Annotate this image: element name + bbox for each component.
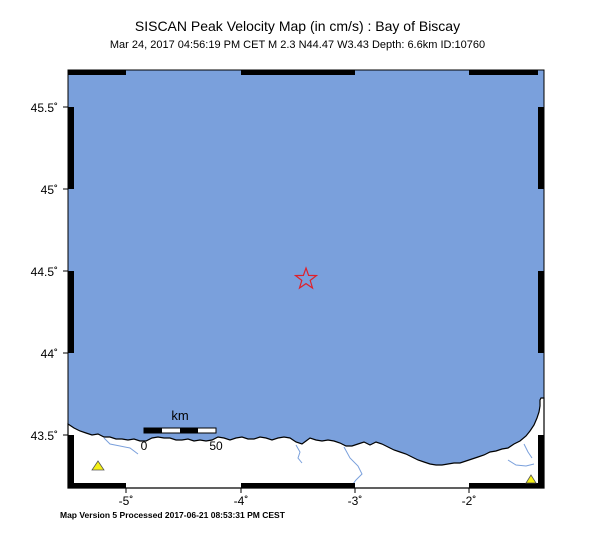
map-subtitle: Mar 24, 2017 04:56:19 PM CET M 2.3 N44.4…: [109, 39, 486, 51]
scale-unit: km: [171, 408, 188, 423]
lat-label: 45.5˚: [31, 101, 58, 115]
lat-ticks: [63, 106, 68, 436]
map-title: SISCAN Peak Velocity Map (in cm/s) : Bay…: [134, 18, 461, 34]
lon-label: -3˚: [348, 494, 363, 508]
scale-end: 50: [209, 439, 223, 453]
river: [295, 444, 303, 464]
left-border: [68, 107, 74, 488]
river: [523, 443, 533, 459]
lat-label: 43.5˚: [31, 429, 58, 443]
lon-label: -4˚: [234, 494, 249, 508]
lon-label: -5˚: [119, 494, 134, 508]
river: [507, 459, 535, 467]
river: [343, 446, 363, 489]
lon-ticks: [125, 488, 470, 493]
sea-area: [68, 70, 544, 488]
scale-bar: km 0 50: [141, 408, 223, 453]
lat-label: 44˚: [41, 347, 58, 361]
triangle-icon: [525, 474, 537, 484]
lon-label: -2˚: [462, 494, 477, 508]
land-area: [67, 397, 545, 489]
star-icon: [293, 266, 319, 290]
river: [103, 437, 139, 455]
triangle-icon: [91, 460, 105, 471]
lat-label: 44.5˚: [31, 265, 58, 279]
top-border: [68, 70, 538, 75]
lat-label: 45˚: [41, 183, 58, 197]
bottom-border: [68, 483, 538, 488]
scale-start: 0: [141, 439, 148, 453]
right-border: [538, 107, 544, 488]
map-footer: Map Version 5 Processed 2017-06-21 08:53…: [60, 510, 285, 520]
